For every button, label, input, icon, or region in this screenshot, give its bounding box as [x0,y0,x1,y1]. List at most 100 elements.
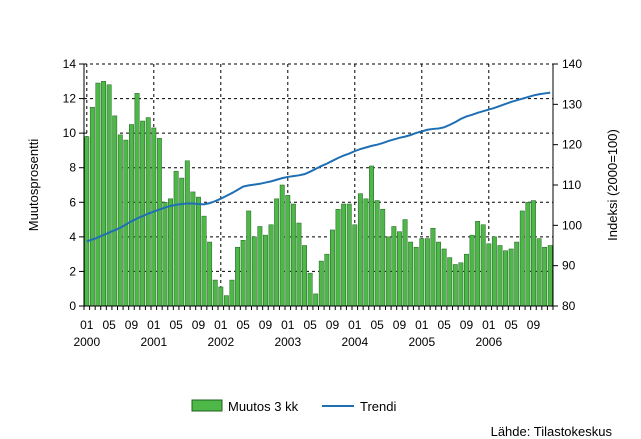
left-tick-label: 10 [63,126,77,140]
bar [542,246,548,307]
bar [268,224,274,307]
bar [112,115,118,307]
left-axis-title: Muutosprosentti [26,139,41,232]
x-month-label: 01 [147,318,161,332]
bar [330,229,335,307]
bar [145,117,151,307]
bar [363,198,369,307]
bar [134,93,140,307]
bar [129,124,134,307]
bar [190,191,196,307]
x-month-label: 01 [214,318,228,332]
x-year-label: 2002 [207,335,234,349]
x-month-label: 09 [125,318,139,332]
x-month-label: 05 [370,318,384,332]
legend: Muutos 3 kk Trendi [191,399,396,414]
bar [223,295,229,307]
x-month-label: 05 [303,318,317,332]
x-month-label: 09 [259,318,273,332]
trend-line [86,91,551,243]
bar [519,210,525,307]
right-axis-title: Indeksi (2000=100) [605,129,620,241]
bar [313,293,319,307]
right-tick-label: 110 [562,178,581,192]
bar [196,196,201,307]
right-tick-label: 140 [562,57,582,71]
bar [212,279,218,307]
bar [302,245,307,307]
bar [240,240,246,307]
bar [441,248,447,307]
bar [296,222,302,307]
left-tick-label: 4 [69,230,76,244]
bar [374,200,380,307]
x-year-label: 2006 [475,335,502,349]
x-month-label: 01 [281,318,295,332]
bar [235,246,240,307]
left-tick-label: 14 [63,57,77,71]
bar [285,195,291,307]
bar [346,203,352,307]
x-month-label: 09 [192,318,206,332]
bar [218,286,224,307]
bar [263,234,268,307]
bar [475,221,481,307]
x-year-label: 2000 [73,335,100,349]
bar [246,210,252,307]
bar [106,84,112,307]
bar [257,226,263,307]
x-month-label: 05 [504,318,518,332]
source-label: Lähde: Tilastokeskus [491,424,613,439]
bar [486,243,492,307]
right-tick-label: 100 [562,218,582,232]
bar [151,127,157,307]
bar [508,248,514,307]
x-month-label: 05 [437,318,451,332]
bar [547,245,553,307]
bar [156,138,162,307]
bar [201,215,207,307]
bar [173,170,179,307]
legend-swatch-bar [191,399,223,412]
bar [531,200,536,307]
x-year-label: 2004 [341,335,368,349]
bar [184,160,190,307]
right-tick-label: 90 [562,259,576,273]
bar [162,202,168,307]
bar [117,134,123,307]
grid-lines [84,63,553,306]
bar [324,253,330,307]
legend-label-bar: Muutos 3 kk [228,399,299,414]
right-tick-label: 130 [562,97,582,111]
bar [397,231,402,307]
left-tick-label: 8 [69,161,76,175]
x-month-label: 01 [482,318,496,332]
bar [101,81,106,307]
bar [447,257,453,307]
bar [503,250,508,307]
bar [413,246,419,307]
x-year-label: 2001 [140,335,167,349]
bar [452,264,458,307]
bar [352,224,358,307]
x-month-label: 01 [348,318,362,332]
x-month-label: 09 [460,318,474,332]
bar [179,177,185,307]
bar [89,106,95,307]
right-tick-label: 80 [562,299,576,313]
bar [464,253,469,307]
bar [497,245,503,307]
bar [408,241,414,307]
bar [251,236,257,307]
x-month-label: 05 [169,318,183,332]
x-month-label: 05 [102,318,116,332]
bar [140,120,146,307]
bar [229,279,235,307]
line-series-trendi [86,91,551,243]
bar [424,238,430,307]
bar [290,203,296,307]
bar [380,208,386,307]
bar [469,234,475,307]
x-year-label: 2003 [274,335,301,349]
